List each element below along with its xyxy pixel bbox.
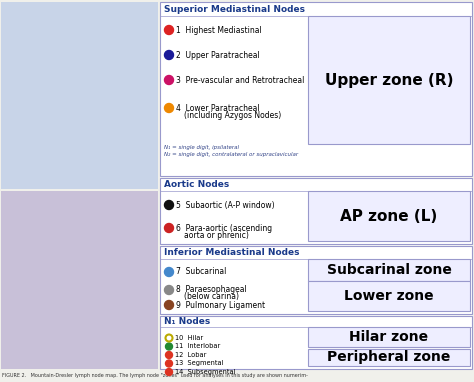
Text: 12  Lobar: 12 Lobar — [175, 352, 207, 358]
FancyBboxPatch shape — [308, 349, 470, 366]
FancyBboxPatch shape — [160, 2, 472, 369]
Text: (including Azygos Nodes): (including Azygos Nodes) — [184, 110, 282, 120]
Text: 1  Highest Mediastinal: 1 Highest Mediastinal — [176, 26, 262, 34]
Circle shape — [164, 201, 173, 209]
Text: N₁ Nodes: N₁ Nodes — [164, 317, 210, 325]
Text: 3  Pre-vascular and Retrotracheal: 3 Pre-vascular and Retrotracheal — [176, 76, 305, 84]
FancyBboxPatch shape — [308, 191, 470, 241]
Text: Peripheral zone: Peripheral zone — [328, 351, 451, 364]
FancyBboxPatch shape — [308, 259, 470, 281]
Text: 6  Para-aortic (ascending: 6 Para-aortic (ascending — [176, 223, 273, 233]
Text: 7  Subcarinal: 7 Subcarinal — [176, 267, 227, 277]
Text: 10  Hilar: 10 Hilar — [175, 335, 204, 341]
Circle shape — [165, 335, 173, 342]
Circle shape — [165, 360, 173, 367]
FancyBboxPatch shape — [308, 281, 470, 311]
Circle shape — [165, 343, 173, 350]
Text: aorta or phrenic): aorta or phrenic) — [184, 230, 249, 240]
Text: Upper zone (R): Upper zone (R) — [325, 73, 453, 87]
FancyBboxPatch shape — [308, 16, 470, 144]
Circle shape — [164, 26, 173, 34]
FancyBboxPatch shape — [160, 246, 472, 314]
Text: 8  Paraesophageal: 8 Paraesophageal — [176, 285, 247, 295]
Text: 5  Subaortic (A-P window): 5 Subaortic (A-P window) — [176, 201, 275, 209]
Text: Aortic Nodes: Aortic Nodes — [164, 180, 229, 188]
Circle shape — [164, 285, 173, 295]
Circle shape — [165, 369, 173, 376]
Text: 14  Subsegmental: 14 Subsegmental — [175, 369, 236, 375]
Text: N₂ = single digit, contralateral or supraclavicular: N₂ = single digit, contralateral or supr… — [164, 152, 298, 157]
Text: 13  Segmental: 13 Segmental — [175, 361, 224, 366]
Text: 9  Pulmonary Ligament: 9 Pulmonary Ligament — [176, 301, 265, 309]
Circle shape — [164, 301, 173, 309]
Text: Superior Mediastinal Nodes: Superior Mediastinal Nodes — [164, 5, 305, 13]
Text: (below carina): (below carina) — [184, 293, 239, 301]
Circle shape — [164, 223, 173, 233]
Circle shape — [164, 50, 173, 60]
Text: Inferior Mediastinal Nodes: Inferior Mediastinal Nodes — [164, 248, 300, 256]
Text: N₁ = single digit, ipsilateral: N₁ = single digit, ipsilateral — [164, 144, 239, 149]
FancyBboxPatch shape — [308, 327, 470, 347]
Text: 4  Lower Paratracheal: 4 Lower Paratracheal — [176, 104, 260, 113]
Circle shape — [164, 104, 173, 113]
Text: 2  Upper Paratracheal: 2 Upper Paratracheal — [176, 50, 260, 60]
FancyBboxPatch shape — [160, 178, 472, 244]
Text: Lower zone: Lower zone — [344, 289, 434, 303]
Text: AP zone (L): AP zone (L) — [340, 209, 438, 223]
Circle shape — [165, 351, 173, 358]
Circle shape — [164, 267, 173, 277]
FancyBboxPatch shape — [160, 316, 472, 369]
Text: Hilar zone: Hilar zone — [349, 330, 428, 344]
Circle shape — [164, 76, 173, 84]
FancyBboxPatch shape — [1, 2, 158, 189]
FancyBboxPatch shape — [1, 191, 158, 369]
Text: FIGURE 2.   Mountain-Dresler lymph node map. The lymph node "zones" used for ana: FIGURE 2. Mountain-Dresler lymph node ma… — [2, 374, 308, 379]
Text: 11  Interlobar: 11 Interlobar — [175, 343, 221, 350]
Text: Subcarinal zone: Subcarinal zone — [327, 263, 451, 277]
FancyBboxPatch shape — [160, 2, 472, 176]
